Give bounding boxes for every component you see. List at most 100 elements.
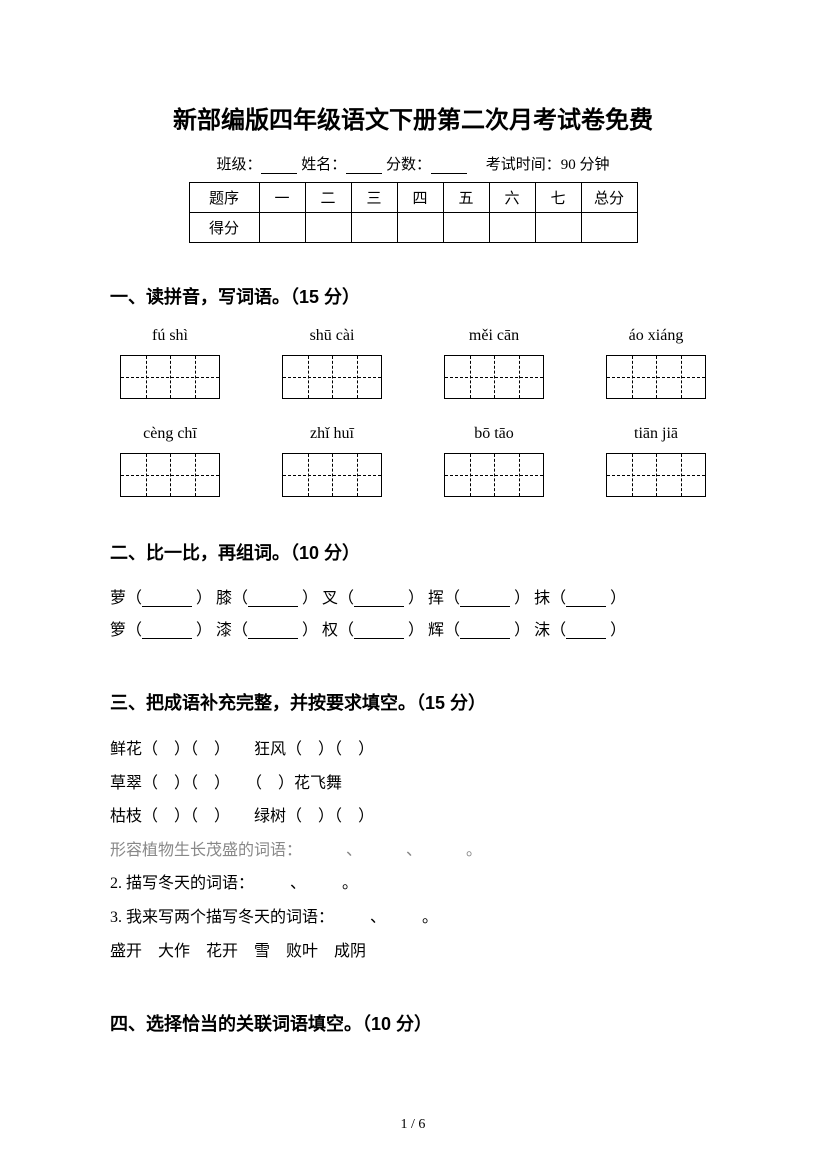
text: 3. 我来写两个描写冬天的词语： <box>110 909 334 926</box>
cell-input[interactable] <box>535 213 581 243</box>
text: 2. 描写冬天的词语： <box>110 875 254 892</box>
cell-input[interactable] <box>443 213 489 243</box>
char-box[interactable] <box>606 453 706 497</box>
char-box[interactable] <box>120 355 220 399</box>
cell-input[interactable] <box>259 213 305 243</box>
class-label: 班级： <box>216 157 261 173</box>
page-number: 1 / 6 <box>0 1117 826 1133</box>
s3-line-2: 草翠（ ）（ ） （ ）花飞舞 <box>110 767 716 801</box>
pinyin-item: áo xiáng <box>596 327 716 399</box>
cell: 二 <box>305 183 351 213</box>
cell: 一 <box>259 183 305 213</box>
text: ） 权（ <box>302 622 354 639</box>
blank[interactable] <box>142 591 192 607</box>
char-box[interactable] <box>120 453 220 497</box>
s3-line-6: 3. 我来写两个描写冬天的词语： 、 。 <box>110 901 716 935</box>
pinyin-label: fú shì <box>110 327 230 345</box>
blank[interactable] <box>354 623 404 639</box>
text: ） <box>358 808 374 825</box>
sep: 、 <box>406 842 422 859</box>
text: 萝（ <box>110 590 142 607</box>
pinyin-label: tiān jiā <box>596 425 716 443</box>
sep: 、 <box>290 875 306 892</box>
text: 箩（ <box>110 622 142 639</box>
pinyin-item: bō tāo <box>434 425 554 497</box>
s2-line-2: 箩（ ） 漆（ ） 权（ ） 辉（ ） 沫（ ） <box>110 615 716 647</box>
pinyin-label: cèng chī <box>110 425 230 443</box>
time-label: 考试时间：90 分钟 <box>486 157 610 173</box>
cell-input[interactable] <box>397 213 443 243</box>
pinyin-item: fú shì <box>110 327 230 399</box>
text: ）花飞舞 <box>278 775 342 792</box>
cell-total: 总分 <box>581 183 637 213</box>
text: ）（ <box>318 741 342 758</box>
pinyin-item: měi cān <box>434 327 554 399</box>
cell: 四 <box>397 183 443 213</box>
name-blank[interactable] <box>346 158 382 174</box>
cell: 七 <box>535 183 581 213</box>
blank[interactable] <box>460 591 510 607</box>
score-blank[interactable] <box>431 158 467 174</box>
text: ）（ <box>174 741 198 758</box>
text: ）（ <box>174 808 198 825</box>
pinyin-label: bō tāo <box>434 425 554 443</box>
char-box[interactable] <box>444 453 544 497</box>
section-4-head: 四、选择恰当的关联词语填空。（10 分） <box>110 1010 716 1036</box>
cell-input[interactable] <box>305 213 351 243</box>
char-box[interactable] <box>282 355 382 399</box>
text: 形容植物生长茂盛的词语： <box>110 842 302 859</box>
cell-input[interactable] <box>581 213 637 243</box>
s3-line-4: 形容植物生长茂盛的词语： 、 、 。 <box>110 834 716 868</box>
text: ） （ <box>214 775 262 792</box>
s2-line-1: 萝（ ） 膝（ ） 叉（ ） 挥（ ） 抹（ ） <box>110 583 716 615</box>
cell: 六 <box>489 183 535 213</box>
blank[interactable] <box>566 623 606 639</box>
table-row: 得分 <box>189 213 637 243</box>
pinyin-item: zhǐ huī <box>272 425 392 497</box>
section-4: 四、选择恰当的关联词语填空。（10 分） <box>110 1010 716 1036</box>
text: ） 沫（ <box>514 622 566 639</box>
text: ） <box>358 741 374 758</box>
pinyin-label: shū cài <box>272 327 392 345</box>
pinyin-item: shū cài <box>272 327 392 399</box>
char-box[interactable] <box>444 355 544 399</box>
blank[interactable] <box>460 623 510 639</box>
section-3: 三、把成语补充完整，并按要求填空。（15 分） 鲜花（ ）（ ） 狂风（ ）（ … <box>110 689 716 968</box>
text: ） 抹（ <box>514 590 566 607</box>
section-1: 一、读拼音，写词语。（15 分） fú shì shū cài měi cān … <box>110 283 716 497</box>
pinyin-label: měi cān <box>434 327 554 345</box>
char-box[interactable] <box>606 355 706 399</box>
s3-line-3: 枯枝（ ）（ ） 绿树（ ）（ ） <box>110 800 716 834</box>
text: ） <box>610 622 626 639</box>
blank[interactable] <box>248 591 298 607</box>
text: ） 漆（ <box>196 622 248 639</box>
s3-line-1: 鲜花（ ）（ ） 狂风（ ）（ ） <box>110 733 716 767</box>
cell-input[interactable] <box>351 213 397 243</box>
pinyin-label: áo xiáng <box>596 327 716 345</box>
cell-input[interactable] <box>489 213 535 243</box>
text: ） <box>610 590 626 607</box>
meta-row: 班级： 姓名： 分数： 考试时间：90 分钟 <box>110 153 716 174</box>
pinyin-item: tiān jiā <box>596 425 716 497</box>
class-blank[interactable] <box>261 158 297 174</box>
text: ） 绿树（ <box>214 808 302 825</box>
end: 。 <box>342 875 358 892</box>
section-2-head: 二、比一比，再组词。（10 分） <box>110 539 716 565</box>
char-box[interactable] <box>282 453 382 497</box>
name-label: 姓名： <box>301 157 346 173</box>
score-label: 分数： <box>386 157 431 173</box>
text: ）（ <box>318 808 342 825</box>
blank[interactable] <box>566 591 606 607</box>
cell: 三 <box>351 183 397 213</box>
blank[interactable] <box>248 623 298 639</box>
cell-header: 题序 <box>189 183 259 213</box>
blank[interactable] <box>142 623 192 639</box>
text: 草翠（ <box>110 775 158 792</box>
end: 。 <box>422 909 438 926</box>
pinyin-label: zhǐ huī <box>272 425 392 443</box>
section-2: 二、比一比，再组词。（10 分） 萝（ ） 膝（ ） 叉（ ） 挥（ ） 抹（ … <box>110 539 716 647</box>
text: 鲜花（ <box>110 741 158 758</box>
blank[interactable] <box>354 591 404 607</box>
s3-line-5: 2. 描写冬天的词语： 、 。 <box>110 867 716 901</box>
text: ）（ <box>174 775 198 792</box>
